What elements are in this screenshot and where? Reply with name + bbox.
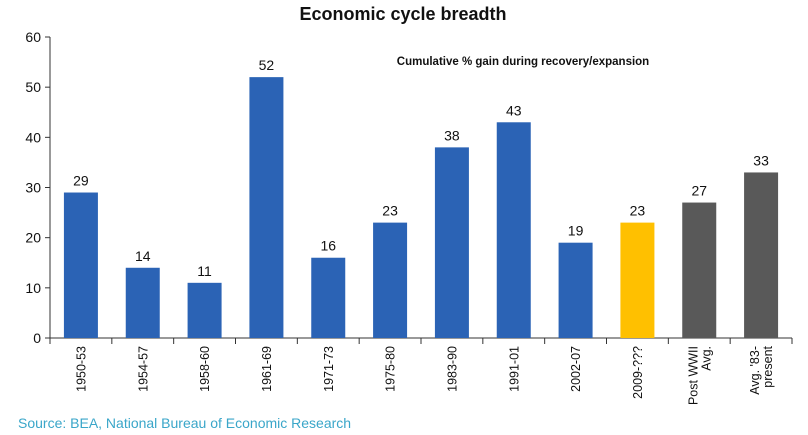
category-label-group: 1975-80	[384, 346, 398, 392]
bar	[311, 257, 346, 338]
bar	[682, 202, 717, 338]
category-label: Post WWII	[686, 346, 700, 405]
value-label: 23	[382, 203, 398, 219]
category-label-group: 1958-60	[198, 346, 212, 392]
y-tick-label: 50	[25, 79, 41, 95]
value-label: 29	[73, 173, 89, 189]
chart-source: Source: BEA, National Bureau of Economic…	[18, 415, 351, 431]
labels-layer: 29 1950-53 14 1954-57 11 1958-60 52 1961-69 16 19…	[73, 57, 775, 405]
category-label: 1958-60	[198, 346, 212, 392]
value-label: 23	[630, 203, 646, 219]
category-label: 1961-69	[260, 346, 274, 392]
category-label: 1954-57	[136, 346, 150, 392]
category-label: present	[761, 345, 775, 387]
category-label: 1975-80	[384, 346, 398, 392]
category-label-group: Post WWII Avg.	[686, 346, 713, 405]
category-label-group: Avg. '83- present	[748, 345, 775, 394]
bar	[249, 77, 284, 338]
value-label: 16	[320, 238, 336, 254]
category-label: Avg.	[699, 346, 713, 371]
value-label: 33	[753, 152, 769, 168]
value-label: 19	[568, 223, 584, 239]
category-label-group: 1961-69	[260, 346, 274, 392]
category-label-group: 2002-07	[569, 346, 583, 392]
category-label: 1971-73	[322, 346, 336, 392]
bar	[373, 222, 408, 338]
bar	[558, 242, 593, 338]
chart-title: Economic cycle breadth	[299, 4, 506, 24]
y-tick-label: 0	[33, 330, 41, 346]
value-label: 14	[135, 248, 151, 264]
bar	[63, 192, 98, 338]
bar	[744, 172, 779, 338]
bar	[620, 222, 655, 338]
y-tick-label: 30	[25, 180, 41, 196]
category-label-group: 1954-57	[136, 346, 150, 392]
bar	[434, 147, 469, 338]
y-tick-label: 20	[25, 230, 41, 246]
category-label: 2009-???	[631, 346, 645, 399]
category-label: 2002-07	[569, 346, 583, 392]
bars-layer	[63, 77, 779, 339]
value-label: 43	[506, 102, 522, 118]
category-label: 1983-90	[445, 346, 459, 392]
category-label-group: 2009-???	[631, 346, 645, 399]
bar	[496, 122, 531, 339]
category-label-group: 1950-53	[74, 346, 88, 392]
bar	[187, 282, 222, 338]
y-tick-label: 10	[25, 280, 41, 296]
value-label: 38	[444, 127, 460, 143]
chart-subtitle: Cumulative % gain during recovery/expans…	[397, 56, 649, 68]
value-label: 52	[259, 57, 275, 73]
axes-layer: 0 10 20 30 40 50 60	[25, 29, 793, 346]
category-label-group: 1971-73	[322, 346, 336, 392]
y-tick-label: 40	[25, 129, 41, 145]
y-tick-label: 60	[25, 29, 41, 45]
value-label: 27	[691, 183, 707, 199]
category-label: Avg. '83-	[748, 346, 762, 395]
category-label: 1991-01	[507, 346, 521, 392]
bar	[125, 267, 160, 338]
value-label: 11	[197, 263, 212, 279]
category-label-group: 1991-01	[507, 346, 521, 392]
category-label: 1950-53	[74, 346, 88, 392]
category-label-group: 1983-90	[445, 346, 459, 392]
